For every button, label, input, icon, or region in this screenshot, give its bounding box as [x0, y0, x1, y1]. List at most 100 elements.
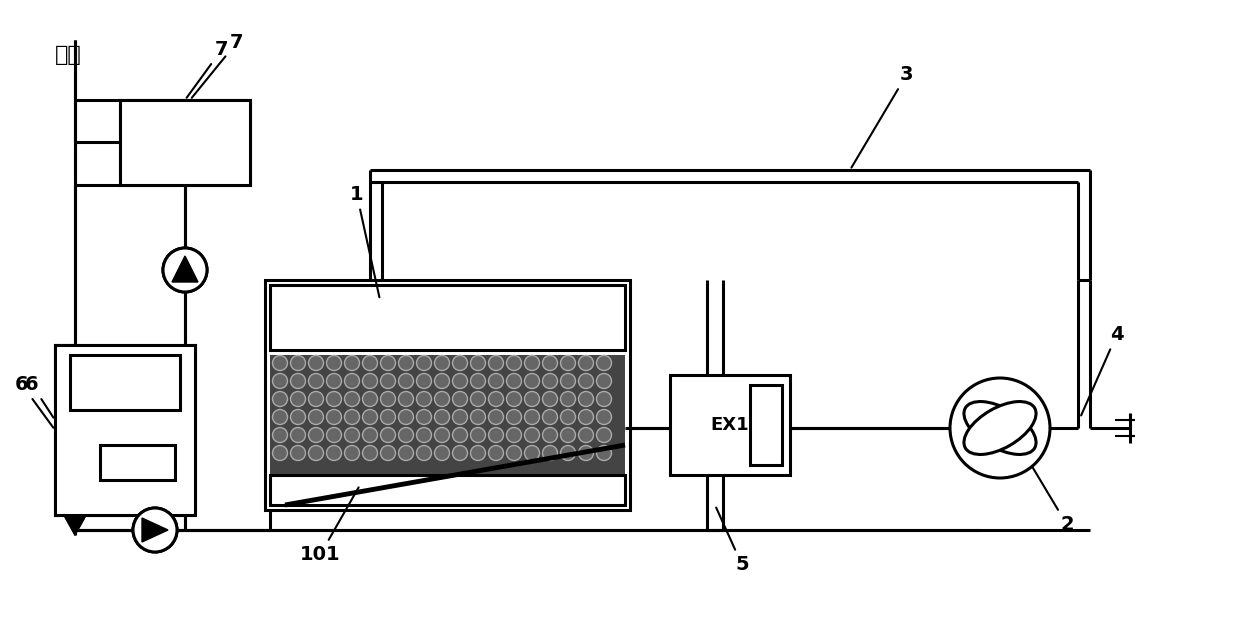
Circle shape — [506, 374, 522, 388]
Text: 6: 6 — [15, 375, 53, 428]
Circle shape — [273, 392, 288, 406]
Circle shape — [273, 356, 288, 370]
Circle shape — [596, 374, 611, 388]
Text: 6: 6 — [25, 375, 53, 418]
Circle shape — [506, 446, 522, 460]
Circle shape — [273, 446, 288, 460]
Circle shape — [453, 428, 467, 442]
Circle shape — [489, 446, 503, 460]
Circle shape — [596, 446, 611, 460]
Polygon shape — [64, 517, 86, 535]
Text: 1: 1 — [350, 185, 379, 297]
Circle shape — [560, 410, 575, 424]
Circle shape — [506, 410, 522, 424]
Bar — [750, 385, 782, 465]
Circle shape — [579, 410, 594, 424]
Bar — [120, 100, 250, 185]
Circle shape — [434, 410, 449, 424]
Circle shape — [273, 374, 288, 388]
Bar — [670, 375, 790, 475]
Bar — [270, 355, 625, 475]
Circle shape — [560, 392, 575, 406]
Circle shape — [398, 374, 413, 388]
Text: 2: 2 — [1032, 466, 1074, 534]
Polygon shape — [143, 518, 167, 542]
Circle shape — [290, 392, 305, 406]
Circle shape — [434, 392, 449, 406]
Circle shape — [489, 356, 503, 370]
Circle shape — [417, 356, 432, 370]
Circle shape — [309, 374, 324, 388]
Circle shape — [470, 374, 486, 388]
Circle shape — [543, 392, 558, 406]
Circle shape — [543, 374, 558, 388]
Text: 101: 101 — [300, 487, 358, 564]
Circle shape — [345, 410, 360, 424]
Circle shape — [309, 428, 324, 442]
Circle shape — [560, 428, 575, 442]
Circle shape — [453, 356, 467, 370]
Bar — [270, 475, 625, 505]
Circle shape — [453, 410, 467, 424]
Circle shape — [579, 392, 594, 406]
Bar — [270, 285, 625, 350]
Circle shape — [133, 508, 177, 552]
Circle shape — [543, 410, 558, 424]
Text: 冷水: 冷水 — [55, 45, 82, 65]
Circle shape — [417, 428, 432, 442]
Ellipse shape — [963, 401, 1037, 455]
Circle shape — [596, 356, 611, 370]
Circle shape — [506, 356, 522, 370]
Bar — [55, 345, 195, 515]
Text: EX1: EX1 — [711, 416, 749, 434]
Text: 3: 3 — [852, 65, 914, 168]
Text: 7: 7 — [187, 40, 228, 98]
Circle shape — [434, 446, 449, 460]
Circle shape — [398, 428, 413, 442]
Circle shape — [381, 392, 396, 406]
Circle shape — [362, 428, 377, 442]
Circle shape — [543, 428, 558, 442]
Circle shape — [543, 446, 558, 460]
Circle shape — [381, 446, 396, 460]
Bar — [120, 100, 250, 185]
Circle shape — [326, 356, 341, 370]
Circle shape — [560, 374, 575, 388]
Circle shape — [453, 446, 467, 460]
Text: 4: 4 — [1081, 325, 1123, 415]
Circle shape — [489, 428, 503, 442]
Ellipse shape — [963, 401, 1037, 455]
Circle shape — [362, 392, 377, 406]
Bar — [100, 445, 175, 480]
Circle shape — [506, 392, 522, 406]
Circle shape — [434, 428, 449, 442]
Circle shape — [579, 446, 594, 460]
Circle shape — [362, 410, 377, 424]
Bar — [55, 345, 195, 515]
Circle shape — [525, 392, 539, 406]
Text: 5: 5 — [717, 507, 749, 574]
Circle shape — [417, 446, 432, 460]
Circle shape — [345, 392, 360, 406]
Circle shape — [398, 392, 413, 406]
Circle shape — [525, 446, 539, 460]
Circle shape — [326, 446, 341, 460]
Circle shape — [162, 248, 207, 292]
Circle shape — [290, 356, 305, 370]
Circle shape — [560, 356, 575, 370]
Circle shape — [950, 378, 1050, 478]
Text: 7: 7 — [192, 33, 243, 98]
Circle shape — [470, 410, 486, 424]
Circle shape — [362, 374, 377, 388]
Circle shape — [309, 410, 324, 424]
Circle shape — [596, 392, 611, 406]
Bar — [110, 460, 180, 490]
Circle shape — [309, 356, 324, 370]
Circle shape — [381, 410, 396, 424]
Circle shape — [398, 410, 413, 424]
Circle shape — [398, 446, 413, 460]
Circle shape — [543, 356, 558, 370]
Circle shape — [579, 428, 594, 442]
Circle shape — [506, 428, 522, 442]
Circle shape — [525, 374, 539, 388]
